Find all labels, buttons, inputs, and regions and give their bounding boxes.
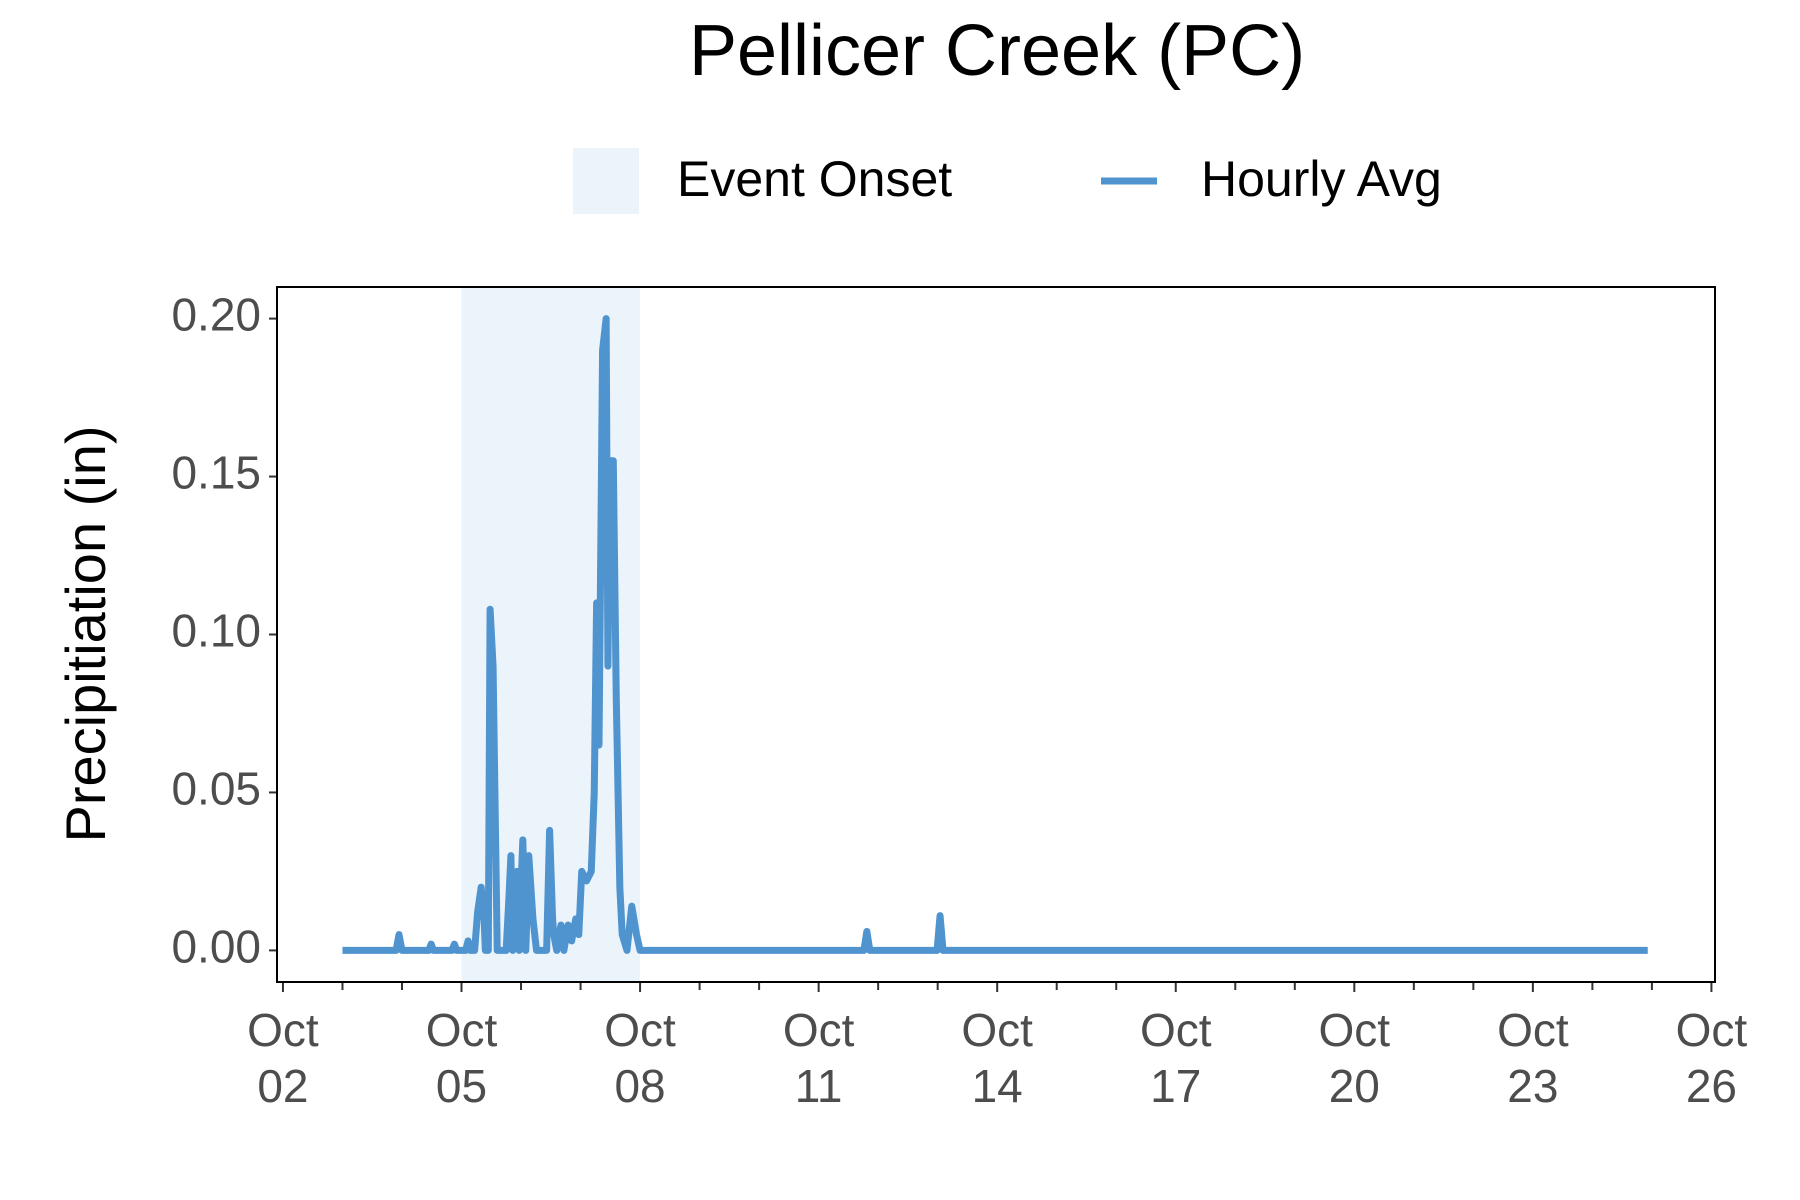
y-axis-label: Precipitiation (in): [54, 425, 117, 842]
chart-title: Pellicer Creek (PC): [689, 11, 1305, 91]
x-tick-label: Oct 11: [782, 1004, 855, 1112]
x-tick-label: Oct 02: [247, 1004, 319, 1112]
x-tick-label: Oct 05: [425, 1004, 498, 1112]
x-tick-label: Oct 14: [961, 1004, 1033, 1112]
y-tick-label: 0.15: [171, 447, 261, 499]
x-tick-label: Oct 08: [604, 1004, 676, 1112]
y-tick-label: 0.00: [171, 921, 261, 973]
y-tick-label: 0.10: [171, 605, 261, 657]
x-tick-label: Oct 17: [1139, 1004, 1212, 1112]
legend-key-shade: [573, 148, 639, 214]
line-series: [342, 315, 1648, 954]
legend-label: Hourly Avg: [1201, 151, 1442, 207]
x-tick-label: Oct 23: [1497, 1004, 1569, 1112]
x-tick-label: Oct 26: [1675, 1004, 1748, 1112]
x-tick-label: Oct 20: [1318, 1004, 1391, 1112]
panel-border: [276, 286, 1716, 983]
y-tick-label: 0.20: [171, 289, 261, 341]
y-tick-label: 0.05: [171, 763, 261, 815]
legend-label: Event Onset: [677, 151, 952, 207]
